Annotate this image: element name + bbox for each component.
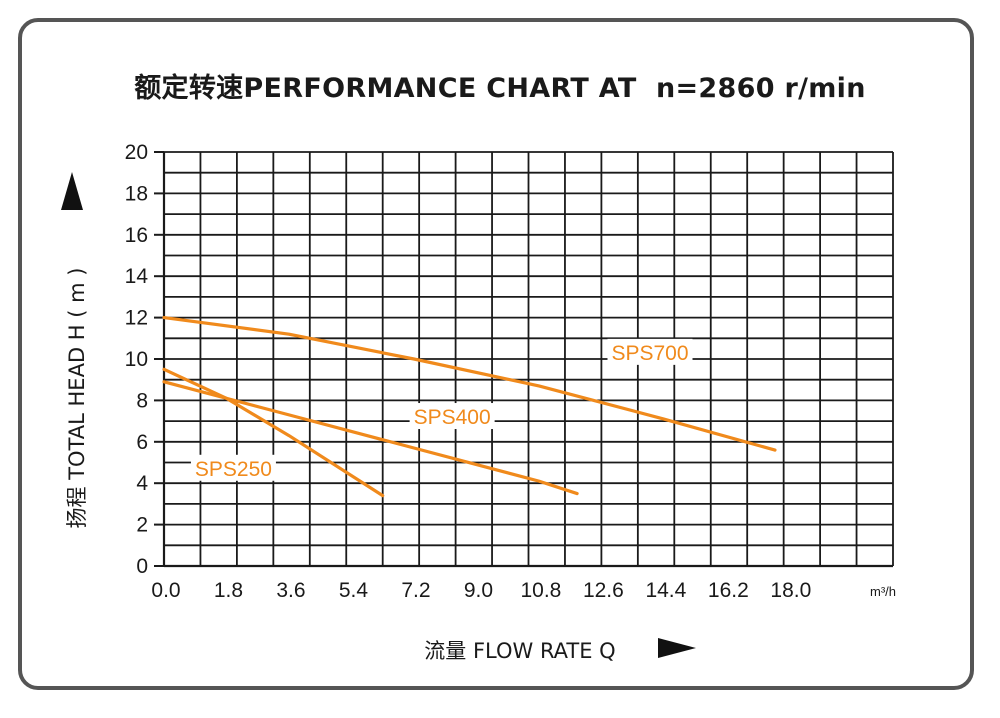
series-label-background <box>409 403 495 430</box>
x-tick-label: 5.4 <box>339 579 369 602</box>
y-tick-label: 10 <box>125 348 148 371</box>
x-tick-label: 9.0 <box>464 579 493 602</box>
chart-frame <box>18 18 974 690</box>
series-label-sps700: SPS700 <box>611 342 688 365</box>
y-axis-label: 扬程 TOTAL HEAD H ( m ) <box>65 268 89 529</box>
y-tick-label: 18 <box>125 182 148 205</box>
x-tick-label: 14.4 <box>645 579 686 602</box>
y-tick-label: 16 <box>125 224 148 247</box>
series-line-sps250 <box>162 367 385 498</box>
series-label-background <box>607 338 693 365</box>
x-tick-label: 16.2 <box>708 579 749 602</box>
x-axis-arrow-icon <box>658 638 696 658</box>
y-tick-label: 14 <box>125 265 149 288</box>
y-tick-label: 20 <box>125 141 148 164</box>
y-tick-label: 12 <box>125 307 148 330</box>
y-tick-label: 2 <box>136 514 148 537</box>
x-tick-label: 7.2 <box>401 579 430 602</box>
x-tick-label: 1.8 <box>214 579 243 602</box>
x-tick-label: 0.0 <box>151 579 180 602</box>
series-line-sps400 <box>162 380 579 496</box>
y-tick-label: 8 <box>136 389 148 412</box>
series-line-sps700 <box>162 316 777 452</box>
series-label-background <box>190 454 276 481</box>
x-tick-label: 18.0 <box>770 579 811 602</box>
x-tick-label: 10.8 <box>520 579 561 602</box>
x-axis-label: 流量 FLOW RATE Q <box>424 639 615 663</box>
y-tick-label: 6 <box>136 431 148 454</box>
x-tick-label: 12.6 <box>583 579 624 602</box>
y-tick-label: 0 <box>136 555 148 578</box>
x-tick-label: 3.6 <box>276 579 305 602</box>
x-axis-unit: m³/h <box>870 584 896 599</box>
y-axis-arrow-icon <box>61 172 83 210</box>
series-label-sps250: SPS250 <box>195 458 272 481</box>
chart-title: 额定转速PERFORMANCE CHART AT n=2860 r/min <box>134 73 866 104</box>
y-tick-label: 4 <box>136 472 148 495</box>
series-label-sps400: SPS400 <box>414 406 491 429</box>
